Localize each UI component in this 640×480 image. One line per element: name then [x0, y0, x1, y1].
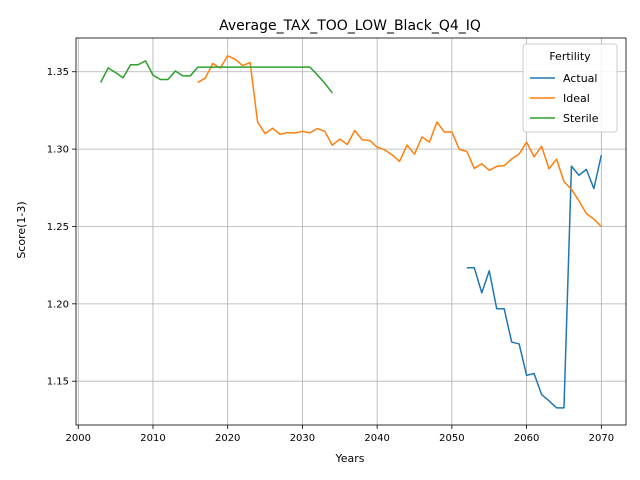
x-tick-label: 2020 — [215, 433, 240, 444]
legend-label-ideal: Ideal — [563, 92, 590, 105]
legend-label-actual: Actual — [563, 72, 597, 85]
y-tick-label: 1.15 — [47, 377, 69, 388]
chart-title: Average_TAX_TOO_LOW_Black_Q4_IQ — [219, 18, 481, 34]
x-tick-label: 2000 — [66, 433, 91, 444]
y-tick-label: 1.35 — [47, 67, 69, 78]
y-axis-label: Score(1-3) — [15, 201, 28, 258]
legend: Fertility Actual Ideal Sterile — [523, 44, 617, 132]
x-tick-label: 2010 — [140, 433, 165, 444]
x-tick-label: 2060 — [514, 433, 539, 444]
x-tick-label: 2030 — [290, 433, 315, 444]
y-tick-label: 1.25 — [47, 222, 69, 233]
legend-title: Fertility — [549, 50, 591, 63]
x-tick-label: 2040 — [364, 433, 389, 444]
y-tick-label: 1.30 — [47, 145, 69, 156]
legend-label-sterile: Sterile — [563, 112, 599, 125]
x-tick-label: 2070 — [589, 433, 614, 444]
x-axis-label: Years — [334, 452, 364, 465]
x-tick-label: 2050 — [439, 433, 464, 444]
y-tick-label: 1.20 — [47, 299, 69, 310]
